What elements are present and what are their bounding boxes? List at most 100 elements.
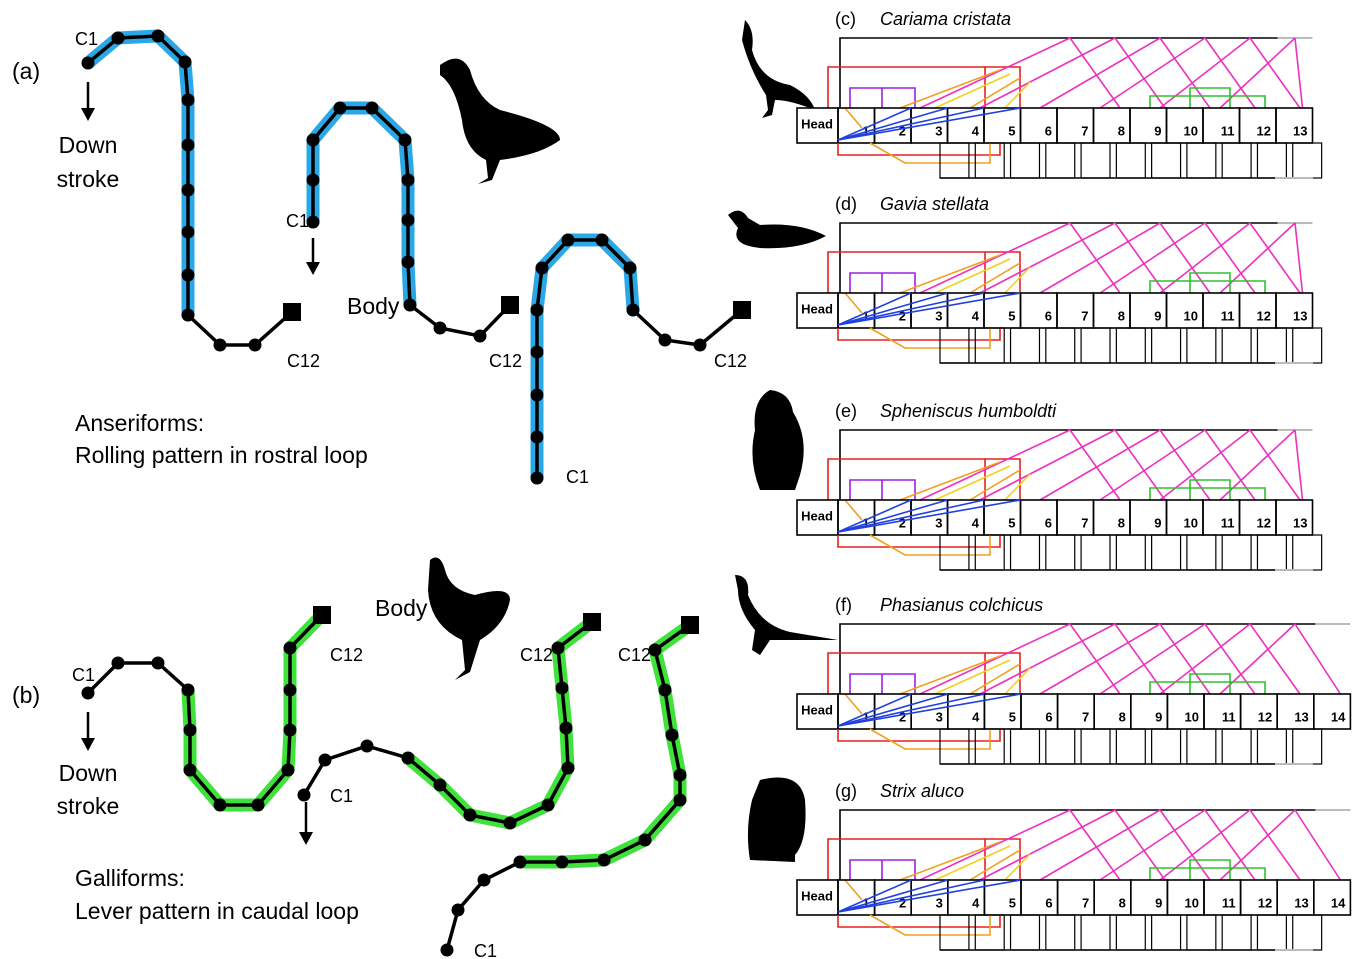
head-label: Head — [801, 888, 833, 903]
vertebra-number: 7 — [1082, 895, 1089, 910]
vertebra-dot — [307, 134, 320, 147]
vertebra-number: 6 — [1045, 709, 1052, 724]
connection — [1115, 624, 1165, 694]
vertebra-dot — [514, 856, 527, 869]
lower-box — [940, 729, 969, 764]
vertebra-dot — [249, 339, 262, 352]
vertebra-number: 9 — [1154, 123, 1161, 138]
species-name: Phasianus colchicus — [880, 595, 1043, 615]
vertebra-number: 10 — [1185, 895, 1199, 910]
species-panel: (f)Phasianus colchicusHead12345678910111… — [797, 595, 1350, 764]
lower-box — [1222, 915, 1251, 950]
vertebra-dot — [152, 30, 165, 43]
vertebra-dot — [399, 134, 412, 147]
vertebra-number: 6 — [1045, 895, 1052, 910]
vertebra-dot — [464, 809, 477, 822]
lower-box — [1222, 535, 1251, 570]
connection — [970, 78, 1020, 108]
body-square — [283, 303, 301, 321]
vertebra-number: 12 — [1258, 709, 1272, 724]
head-label: Head — [801, 702, 833, 717]
lower-box — [1293, 143, 1322, 178]
lower-box — [1116, 143, 1145, 178]
vertebra-dot — [112, 32, 125, 45]
lower-box — [1222, 143, 1251, 178]
vertebra-dot — [179, 56, 192, 69]
vertebra-dot — [182, 684, 195, 697]
vertebra-dot — [182, 226, 195, 239]
connection — [845, 880, 862, 900]
species-name: Cariama cristata — [880, 9, 1011, 29]
body-square — [681, 616, 699, 634]
lower-box — [1257, 915, 1286, 950]
connection — [870, 535, 990, 555]
species-name: Spheniscus humboldti — [880, 401, 1057, 421]
highlight — [537, 240, 633, 478]
species-panel: (d)Gavia stellataHead12345678910111213 — [797, 194, 1322, 363]
vertebra-dot — [319, 754, 332, 767]
vertebra-number: 6 — [1045, 123, 1052, 138]
lower-box — [1081, 328, 1110, 363]
vertebra-dot — [284, 684, 297, 697]
vertebra-number: 7 — [1081, 308, 1088, 323]
vertebra-dot — [556, 682, 569, 695]
connection — [1005, 82, 1030, 108]
vertebra-dot — [402, 214, 415, 227]
vertebra-number: 9 — [1154, 308, 1161, 323]
vertebra-number: 6 — [1045, 308, 1052, 323]
connection — [1040, 810, 1160, 880]
c12-label: C12 — [330, 645, 363, 665]
vertebra-dot — [284, 724, 297, 737]
panel-label: (b) — [12, 682, 40, 708]
lower-box — [1081, 729, 1110, 764]
vertebra-number: 13 — [1293, 515, 1307, 530]
vertebra-dot — [531, 472, 544, 485]
lower-box — [1046, 729, 1075, 764]
vertebra-dot — [361, 740, 374, 753]
vertebra-number: 8 — [1118, 123, 1125, 138]
vertebra-number: 12 — [1258, 895, 1272, 910]
connection — [1160, 223, 1210, 293]
vertebra-dot — [402, 256, 415, 269]
connection — [1040, 624, 1160, 694]
vertebra-number: 11 — [1221, 308, 1235, 323]
c1-label: C1 — [75, 29, 98, 49]
c12-label: C12 — [489, 351, 522, 371]
vertebra-dot — [182, 309, 195, 322]
vertebra-number: 10 — [1184, 515, 1198, 530]
caption: Galliforms: — [75, 865, 185, 891]
vertebra-dot — [531, 431, 544, 444]
species-name: Gavia stellata — [880, 194, 989, 214]
vertebra-number: 10 — [1184, 123, 1198, 138]
lower-box — [1116, 915, 1145, 950]
lower-box — [1257, 143, 1286, 178]
vertebra-dot — [531, 304, 544, 317]
vertebra-number: 14 — [1331, 895, 1346, 910]
connection — [1040, 38, 1160, 108]
panel-label: (g) — [835, 781, 857, 801]
panel-label: (e) — [835, 401, 857, 421]
vertebra-dot — [556, 856, 569, 869]
vertebra-dot — [552, 642, 565, 655]
vertebra-dot — [434, 322, 447, 335]
connection — [1040, 223, 1160, 293]
body-square — [501, 296, 519, 314]
vertebra-number: 5 — [1009, 709, 1016, 724]
caption: Rolling pattern in rostral loop — [75, 442, 368, 468]
vertebra-dot — [531, 389, 544, 402]
vertebra-number: 10 — [1185, 709, 1199, 724]
vertebra-number: 9 — [1155, 895, 1162, 910]
vertebra-number: 12 — [1257, 515, 1271, 530]
panel_b: (b)C1C1C1C12C12C12BodyDownstrokeGallifor… — [12, 595, 699, 959]
vertebra-number: 3 — [935, 123, 942, 138]
vertebra-dot — [441, 944, 454, 957]
connection — [1005, 474, 1030, 500]
vertebra-dot — [184, 764, 197, 777]
vertebra-number: 13 — [1294, 709, 1308, 724]
lower-box — [1152, 328, 1181, 363]
vertebra-number: 13 — [1293, 308, 1307, 323]
down-label: Down — [59, 132, 118, 158]
vertebra-dot — [214, 339, 227, 352]
